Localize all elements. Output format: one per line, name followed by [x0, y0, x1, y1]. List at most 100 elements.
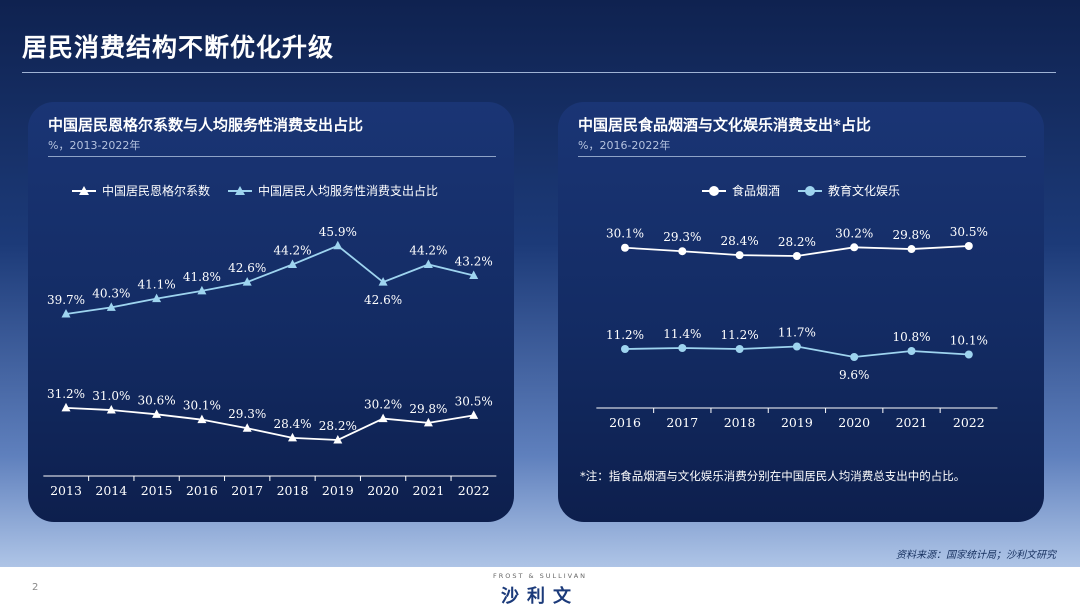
series-line [65, 244, 474, 315]
data-point [333, 435, 343, 444]
data-point [106, 405, 116, 414]
data-point [423, 417, 433, 427]
data-label: 30.1% [606, 227, 644, 241]
data-label: 11.2% [721, 328, 759, 342]
data-point [333, 240, 343, 250]
engel-chart-panel: 中国居民恩格尔系数与人均服务性消费支出占比 %，2013-2022年 中国居民恩… [28, 102, 514, 522]
data-point [469, 270, 479, 279]
x-tick-label: 2017 [231, 483, 263, 498]
data-point [469, 410, 479, 419]
data-point [907, 347, 916, 355]
x-tick-label: 2016 [186, 483, 218, 498]
source-note: 资料来源：国家统计局；沙利文研究 [896, 550, 1056, 561]
data-label: 30.5% [950, 225, 988, 239]
legend-circle-blue-icon [798, 185, 823, 197]
data-label: 42.6% [228, 261, 266, 275]
legend-label: 食品烟酒 [732, 184, 781, 198]
data-label: 41.1% [138, 278, 176, 292]
chart-subtitle: %，2016-2022年 [578, 139, 671, 152]
data-point [964, 350, 973, 359]
data-label: 30.6% [138, 393, 176, 407]
legend-triangle-white-icon [72, 185, 96, 197]
x-tick-label: 2021 [896, 415, 928, 430]
data-point [378, 277, 388, 286]
x-tick-label: 2020 [367, 483, 399, 498]
engel-line-chart: 2013 2014 2015 2016 2017 2018 2019 2020 2021 2022… [43, 225, 497, 498]
data-point [678, 344, 687, 352]
data-label: 11.4% [663, 327, 701, 341]
data-label: 30.5% [455, 394, 493, 408]
legend-item-culture: 教育文化娱乐 [798, 182, 900, 199]
data-point [792, 342, 801, 351]
data-point [792, 252, 801, 260]
footnote: *注：指食品烟酒与文化娱乐消费分别在中国居民人均消费总支出中的占比。 [580, 469, 966, 483]
data-point [152, 409, 162, 418]
x-tick-label: 2022 [953, 415, 985, 430]
data-label: 28.4% [721, 234, 759, 248]
data-label: 11.2% [606, 328, 644, 342]
legend-item-engel: 中国居民恩格尔系数 [72, 182, 210, 199]
data-label: 31.2% [47, 387, 85, 401]
chart-title: 中国居民恩格尔系数与人均服务性消费支出占比 [48, 116, 364, 134]
food-culture-chart-panel: 中国居民食品烟酒与文化娱乐消费支出*占比 %，2016-2022年 食品烟酒 教… [558, 102, 1044, 522]
data-point [850, 243, 859, 252]
data-label: 30.2% [835, 226, 873, 240]
data-label: 42.6% [364, 293, 402, 307]
x-tick-label: 2022 [458, 483, 490, 498]
data-point [61, 309, 71, 318]
chart-title: 中国居民食品烟酒与文化娱乐消费支出*占比 [578, 116, 871, 134]
data-label: 28.4% [273, 417, 311, 431]
data-label: 9.6% [839, 368, 870, 382]
x-tick-label: 2019 [781, 415, 813, 430]
x-tick-label: 2021 [412, 483, 444, 498]
footer-bar: 2 FROST & SULLIVAN 沙利文 [0, 567, 1080, 608]
page-title: 居民消费结构不断优化升级 [22, 33, 335, 62]
brand-logo: 沙利文 [501, 586, 579, 607]
legend-label: 中国居民恩格尔系数 [102, 184, 211, 198]
data-point [907, 245, 916, 254]
x-tick-label: 2018 [724, 415, 756, 430]
data-label: 43.2% [455, 255, 493, 269]
food-culture-line-chart: 2016 2017 2018 2019 2020 2021 2022 30.1% 29.3% 28… [596, 225, 998, 430]
legend-item-food: 食品烟酒 [702, 182, 780, 199]
data-label: 44.2% [409, 244, 447, 258]
legend-item-service: 中国居民人均服务性消费支出占比 [228, 182, 438, 199]
data-point [423, 259, 433, 268]
legend-label: 中国居民人均服务性消费支出占比 [258, 184, 439, 198]
panel-divider [578, 156, 1026, 157]
data-label: 45.9% [319, 225, 357, 239]
data-point [152, 293, 162, 303]
data-label: 44.2% [273, 244, 311, 258]
data-point [850, 353, 859, 361]
x-tick-label: 2015 [141, 483, 173, 498]
data-label: 10.1% [950, 334, 988, 348]
title-divider [22, 72, 1056, 73]
x-tick-label: 2019 [322, 483, 354, 498]
data-label: 31.0% [92, 389, 130, 403]
data-label: 10.8% [892, 330, 930, 344]
x-tick-label: 2016 [609, 415, 641, 430]
chart-legend: 中国居民恩格尔系数 中国居民人均服务性消费支出占比 [72, 182, 438, 199]
x-tick-label: 2013 [50, 483, 82, 498]
data-point [197, 285, 207, 295]
data-point [106, 302, 116, 311]
x-tick-label: 2018 [277, 483, 309, 498]
data-label: 29.3% [228, 407, 266, 421]
data-label: 29.8% [892, 228, 930, 242]
x-tick-label: 2020 [838, 415, 870, 430]
data-point [242, 423, 252, 432]
data-point [61, 402, 71, 412]
x-tick-label: 2014 [95, 483, 127, 498]
x-tick-label: 2017 [666, 415, 698, 430]
data-point [621, 243, 629, 252]
data-label: 30.2% [364, 398, 402, 412]
legend-label: 教育文化娱乐 [828, 184, 901, 198]
legend-triangle-blue-icon [228, 185, 253, 197]
data-point [735, 251, 744, 260]
series-line [65, 407, 474, 441]
data-label: 29.8% [409, 402, 447, 416]
data-label: 11.7% [778, 326, 816, 340]
data-label: 41.8% [183, 270, 221, 284]
data-point [735, 345, 744, 353]
data-point [197, 414, 207, 424]
